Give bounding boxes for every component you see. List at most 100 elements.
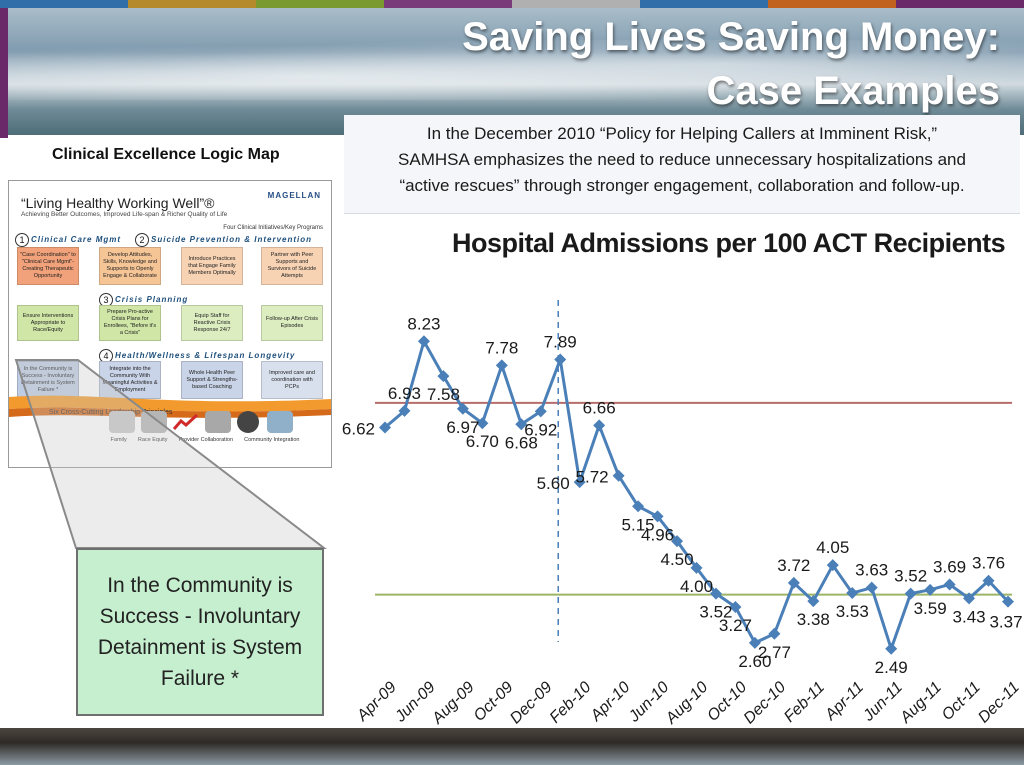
data-point <box>807 595 820 608</box>
x-tick-label: Dec-11 <box>975 679 1023 726</box>
logic-box-race-equity: Ensure Interventions Appropriate to Race… <box>17 305 79 341</box>
data-point <box>826 559 839 572</box>
strip-segment <box>128 0 256 8</box>
principle-photo-race-equity <box>205 411 231 433</box>
x-tick-label: Apr-10 <box>587 679 634 726</box>
principle-photo-family <box>141 411 167 433</box>
data-point <box>554 353 567 366</box>
data-label: 3.69 <box>933 557 966 576</box>
x-tick-label: Apr-09 <box>353 679 400 726</box>
logic-box-follow-up: Follow-up After Crisis Episodes <box>261 305 323 341</box>
data-label: 3.53 <box>836 602 869 621</box>
admissions-line-chart: 6.62 6.93 8.23 7.58 6.976.70 7.78 6.686.92 7.89… <box>342 300 1023 726</box>
logic-box-develop-attitudes: Develop Attitudes, Skills, Knowledge and… <box>99 247 161 285</box>
data-label: 5.60 <box>537 474 570 493</box>
data-label: 7.78 <box>485 338 518 357</box>
principle-community: Community Integration <box>244 437 300 443</box>
data-label: 4.00 <box>680 577 713 596</box>
callout-line-3: Detainment is System <box>97 636 303 659</box>
data-point <box>651 510 664 523</box>
data-point <box>632 500 645 513</box>
data-label: 2.77 <box>758 643 791 662</box>
x-tick-label: Feb-10 <box>547 679 595 726</box>
data-point <box>963 592 976 605</box>
data-point <box>865 581 878 594</box>
strip-segment <box>256 0 384 8</box>
logic-box-family-practices: Introduce Practices that Engage Family M… <box>181 247 243 285</box>
logic-map-subheading: Achieving Better Outcomes, Improved Life… <box>21 211 228 218</box>
data-point <box>904 587 917 600</box>
data-point <box>593 419 606 432</box>
x-tick-label: Aug-10 <box>662 679 711 726</box>
data-label: 2.60 <box>738 652 771 671</box>
data-point <box>379 421 391 434</box>
strip-segment <box>0 0 128 8</box>
community-callout-box: In the Community is Success - Involuntar… <box>76 548 324 716</box>
data-point <box>534 405 547 418</box>
logic-map-image: “Living Healthy Working Well”® Achieving… <box>8 180 332 468</box>
section-number-1: 1 <box>15 233 29 247</box>
data-label: 4.50 <box>660 550 693 569</box>
principle-provider: Provider Collaboration <box>178 437 234 443</box>
data-label: 4.96 <box>641 525 674 544</box>
data-label: 6.66 <box>583 398 616 417</box>
data-point <box>768 627 781 640</box>
logic-box-peer-supports: Partner with Peer Supports and Survivors… <box>261 247 323 285</box>
data-point <box>943 578 956 591</box>
data-point <box>709 587 722 600</box>
section-label-1: Clinical Care Mgmt <box>31 235 122 244</box>
data-label: 5.15 <box>622 515 655 534</box>
principle-photo-1 <box>109 411 135 433</box>
chart-title: Hospital Admissions per 100 ACT Recipien… <box>452 228 1006 258</box>
principle-photo-community <box>267 411 293 433</box>
data-label: 3.52 <box>894 567 927 586</box>
callout-line-1: In the Community is <box>107 574 293 597</box>
strip-segment <box>512 0 640 8</box>
color-strip <box>0 0 1024 8</box>
data-label: 3.43 <box>953 607 986 626</box>
logic-map-heading: “Living Healthy Working Well”® <box>21 195 215 211</box>
policy-line-1: In the December 2010 “Policy for Helping… <box>426 124 938 143</box>
logic-box-crisis-plans: Prepare Pro-active Crisis Plans for Enro… <box>99 305 161 341</box>
x-tick-label: Dec-10 <box>741 679 790 726</box>
title-line-2: Case Examples <box>706 69 1000 113</box>
data-point <box>437 370 450 383</box>
data-label: 6.97 <box>446 418 479 437</box>
data-label: 8.23 <box>407 314 440 333</box>
data-label: 4.05 <box>816 538 849 557</box>
data-label: 3.63 <box>855 561 888 580</box>
data-point <box>476 417 489 430</box>
wave-foam <box>0 40 1024 100</box>
policy-line-2: SAMHSA emphasizes the need to reduce unn… <box>398 150 966 169</box>
policy-text-box: In the December 2010 “Policy for Helping… <box>344 115 1020 214</box>
logic-box-equip-staff: Equip Staff for Reactive Crisis Response… <box>181 305 243 341</box>
data-point <box>982 574 995 587</box>
data-point <box>748 636 761 649</box>
data-label: 6.93 <box>388 384 421 403</box>
data-label: 6.62 <box>342 420 375 439</box>
data-point <box>690 561 703 574</box>
x-tick-label: Jun-11 <box>860 679 906 725</box>
data-label: 3.52 <box>699 603 732 622</box>
strip-segment <box>768 0 896 8</box>
strip-segment <box>896 0 1024 8</box>
rocky-shore-background <box>0 728 1024 765</box>
left-accent-bar <box>0 8 8 138</box>
data-point <box>398 404 411 417</box>
principle-labels: Family Race Equity Provider Collaboratio… <box>105 437 305 443</box>
data-label: 7.58 <box>427 385 460 404</box>
strip-segment <box>384 0 512 8</box>
growth-arrow-icon <box>172 413 199 431</box>
title-line-1: Saving Lives Saving Money: <box>462 15 1000 59</box>
x-tick-label: Aug-09 <box>428 679 477 726</box>
data-point <box>573 476 586 489</box>
section-label-3: Crisis Planning <box>115 295 189 304</box>
logic-box-care-coordination: "Case Coordination" to "Clinical Care Mg… <box>17 247 79 285</box>
data-label: 6.92 <box>524 420 557 439</box>
logic-map-title: Clinical Excellence Logic Map <box>52 146 280 163</box>
policy-line-3: “active rescues” through stronger engage… <box>399 176 965 195</box>
section-label-4: Health/Wellness & Lifespan Longevity <box>115 351 296 360</box>
data-label: 7.89 <box>544 332 577 351</box>
x-tick-label: Dec-09 <box>507 679 556 726</box>
callout-line-4: Failure * <box>160 667 240 690</box>
